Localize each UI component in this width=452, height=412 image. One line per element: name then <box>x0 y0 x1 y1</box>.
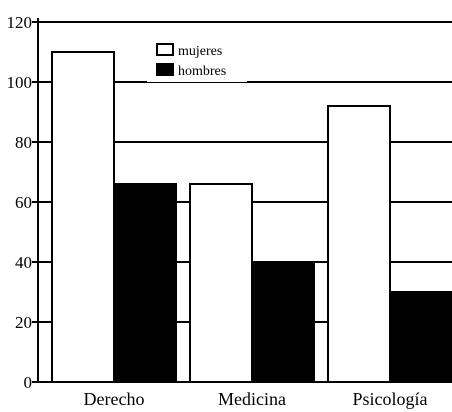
x-category-label: Medicina <box>218 389 286 409</box>
legend-label: mujeres <box>178 44 222 59</box>
x-category-label: Derecho <box>84 389 145 409</box>
y-tick-label: 20 <box>15 313 32 332</box>
y-tick-label: 0 <box>24 373 33 392</box>
y-tick-label: 40 <box>15 253 32 272</box>
legend: mujeres hombres <box>147 36 247 82</box>
legend-swatch-hombres <box>156 63 174 76</box>
bar-mujeres-1 <box>189 183 253 383</box>
bar-mujeres-0 <box>51 51 115 383</box>
y-tick-label: 120 <box>7 13 33 32</box>
y-tick-label: 60 <box>15 193 32 212</box>
bar-hombres-1 <box>251 261 315 383</box>
bar-hombres-2 <box>389 291 452 383</box>
legend-swatch-mujeres <box>156 43 174 56</box>
y-tick-label: 100 <box>7 73 33 92</box>
x-category-label: Psicología <box>353 389 428 409</box>
bar-mujeres-2 <box>327 105 391 383</box>
legend-label: hombres <box>178 64 226 79</box>
bar-hombres-0 <box>113 183 177 383</box>
y-tick-label: 80 <box>15 133 32 152</box>
